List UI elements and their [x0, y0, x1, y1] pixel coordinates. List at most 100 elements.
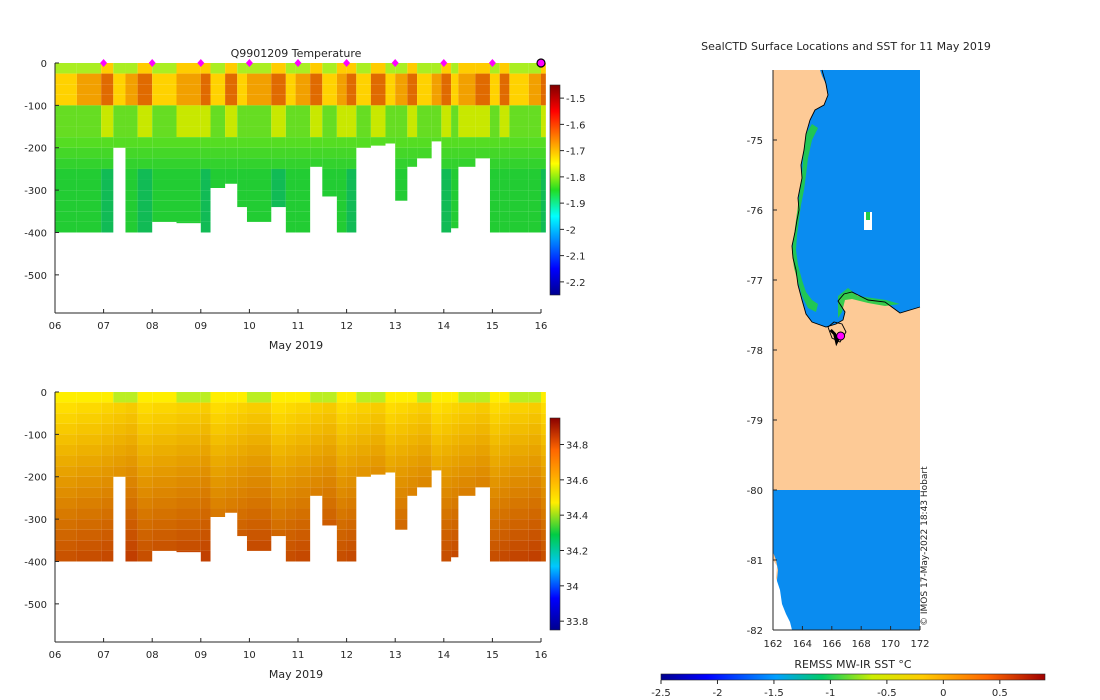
- section-cell: [528, 200, 541, 212]
- section-cell: [55, 455, 77, 467]
- section-cell: [322, 179, 337, 191]
- section-cell: [336, 73, 347, 85]
- section-cell: [458, 105, 476, 116]
- section-cell: [101, 529, 114, 541]
- section-cell: [451, 497, 459, 509]
- section-cell: [451, 540, 459, 551]
- section-cell: [541, 115, 546, 127]
- map-y-ticks: -75 -76 -77 -78 -79 -80 -81 -82: [747, 136, 777, 637]
- section-cell: [322, 190, 337, 197]
- section-cell: [451, 487, 459, 498]
- section-cell: [541, 508, 546, 520]
- section-cell: [346, 540, 357, 551]
- section-cell: [152, 105, 177, 116]
- section-cell: [237, 137, 247, 148]
- section-cell: [76, 434, 102, 445]
- section-cell: [137, 168, 153, 180]
- section-cell: [76, 211, 102, 222]
- section-cell: [407, 158, 418, 167]
- section-cell: [509, 423, 529, 435]
- section-cell: [346, 84, 357, 95]
- section-cell: [499, 540, 510, 551]
- section-cell: [125, 550, 138, 562]
- section-cell: [55, 413, 77, 424]
- section-cell: [76, 455, 102, 467]
- section-cell: [152, 84, 177, 95]
- section-cell: [407, 63, 418, 74]
- section-cell: [499, 392, 510, 403]
- section-cell: [200, 158, 211, 169]
- section-cell: [246, 434, 272, 445]
- section-cell: [246, 497, 272, 509]
- section-cell: [295, 519, 311, 530]
- section-cell: [310, 413, 323, 424]
- section-cell: [285, 200, 296, 212]
- section-cell: [451, 508, 459, 520]
- salinity-cells: [55, 392, 546, 562]
- section-cell: [76, 519, 102, 530]
- map-x-tick-label: 168: [852, 639, 871, 650]
- section-cell: [528, 73, 541, 85]
- section-cell: [225, 423, 238, 435]
- section-cell: [137, 126, 153, 138]
- section-cell: [76, 550, 102, 562]
- section-cell: [441, 497, 452, 509]
- section-cell: [346, 508, 357, 520]
- section-cell: [246, 190, 272, 201]
- x-tick-label: 06: [49, 650, 62, 661]
- section-cell: [125, 190, 138, 201]
- section-cell: [441, 190, 452, 201]
- section-cell: [509, 158, 529, 169]
- section-cell: [285, 466, 296, 477]
- section-cell: [407, 476, 418, 488]
- section-cell: [441, 137, 452, 148]
- map-y-tick-label: -77: [747, 276, 763, 287]
- section-cell: [125, 105, 138, 116]
- section-cell: [200, 476, 211, 488]
- section-cell: [509, 497, 529, 509]
- section-cell: [528, 550, 541, 562]
- section-cell: [346, 94, 357, 106]
- section-cell: [225, 392, 238, 403]
- section-cell: [528, 179, 541, 191]
- section-cell: [475, 455, 490, 467]
- section-cell: [176, 211, 201, 222]
- section-cell: [271, 487, 286, 498]
- section-cell: [200, 94, 211, 106]
- section-cell: [528, 529, 541, 541]
- section-cell: [395, 519, 408, 530]
- x-tick-label: 11: [292, 321, 305, 332]
- section-cell: [336, 126, 347, 138]
- section-cell: [417, 126, 432, 138]
- section-cell: [336, 434, 347, 445]
- section-cell: [137, 147, 153, 159]
- colorbar-tick-label: -1.9: [566, 199, 586, 210]
- section-cell: [295, 179, 311, 191]
- section-cell: [509, 137, 529, 148]
- section-cell: [176, 137, 201, 148]
- section-cell: [76, 126, 102, 138]
- section-cell: [322, 466, 337, 477]
- section-cell: [322, 487, 337, 498]
- salinity-x-label: May 2019: [269, 668, 323, 681]
- section-cell: [417, 455, 432, 467]
- section-cell: [385, 115, 396, 127]
- section-cell: [499, 94, 510, 106]
- section-cell: [475, 105, 490, 116]
- section-cell: [152, 402, 177, 414]
- section-cell: [137, 413, 153, 424]
- section-cell: [336, 402, 347, 414]
- section-cell: [225, 168, 238, 180]
- section-cell: [458, 434, 476, 445]
- section-cell: [271, 126, 286, 138]
- section-cell: [55, 519, 77, 530]
- section-cell: [458, 444, 476, 456]
- section-cell: [113, 444, 126, 456]
- colorbar-tick-label: 34: [566, 582, 579, 593]
- section-cell: [210, 402, 226, 414]
- section-cell: [395, 508, 408, 520]
- section-cell: [285, 179, 296, 191]
- section-cell: [246, 423, 272, 435]
- section-cell: [370, 84, 386, 95]
- section-cell: [322, 158, 337, 169]
